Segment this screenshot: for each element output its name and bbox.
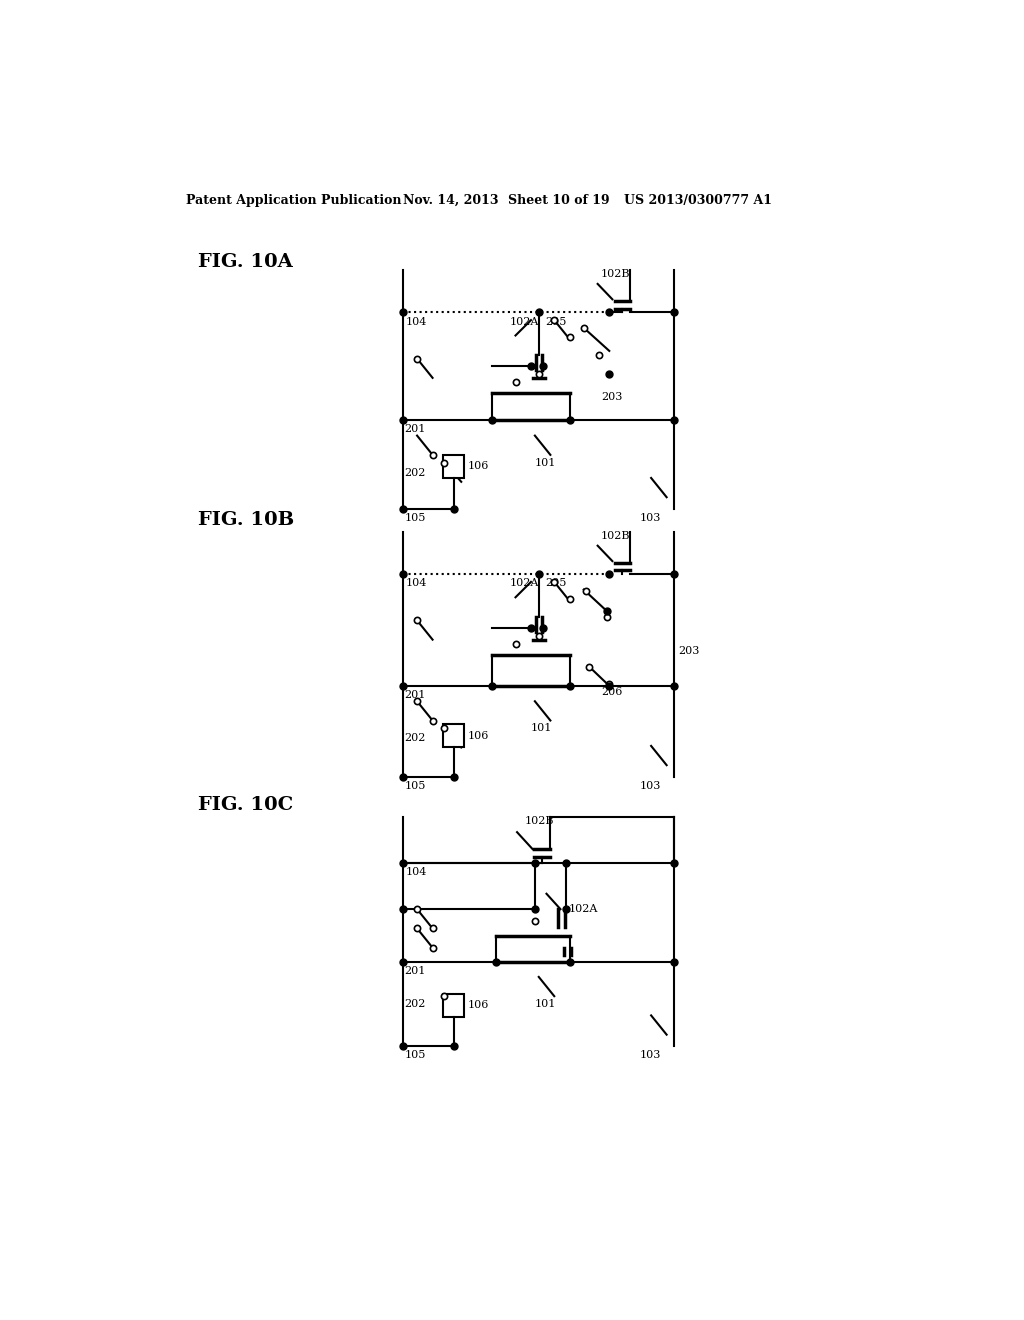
- Text: 106: 106: [467, 731, 488, 741]
- Text: 105: 105: [404, 1051, 426, 1060]
- Text: 201: 201: [404, 425, 426, 434]
- Text: 201: 201: [404, 966, 426, 975]
- Text: 102A: 102A: [509, 317, 539, 326]
- Text: 203: 203: [678, 647, 699, 656]
- Text: 103: 103: [640, 513, 660, 523]
- Text: 102B: 102B: [601, 531, 630, 541]
- Text: 104: 104: [406, 578, 427, 589]
- Text: 102B: 102B: [601, 269, 630, 279]
- Text: 102A: 102A: [509, 578, 539, 589]
- Text: 106: 106: [467, 462, 488, 471]
- Text: Nov. 14, 2013: Nov. 14, 2013: [403, 194, 499, 207]
- Text: 101: 101: [535, 458, 556, 467]
- Text: Sheet 10 of 19: Sheet 10 of 19: [508, 194, 609, 207]
- Text: 102B: 102B: [524, 816, 554, 825]
- Bar: [442, 725, 464, 747]
- Text: FIG. 10A: FIG. 10A: [198, 253, 293, 272]
- Text: 101: 101: [535, 999, 556, 1008]
- Text: 104: 104: [406, 317, 427, 326]
- Text: 205: 205: [545, 317, 566, 326]
- Text: 104: 104: [406, 867, 427, 878]
- Text: 202: 202: [404, 999, 426, 1008]
- Text: 202: 202: [404, 733, 426, 743]
- Text: 105: 105: [404, 513, 426, 523]
- Text: 106: 106: [467, 1001, 488, 1010]
- Bar: [442, 455, 464, 478]
- Text: FIG. 10B: FIG. 10B: [198, 511, 294, 529]
- Text: 102A: 102A: [568, 904, 598, 915]
- Text: 101: 101: [531, 723, 552, 733]
- Text: US 2013/0300777 A1: US 2013/0300777 A1: [624, 194, 772, 207]
- Text: FIG. 10C: FIG. 10C: [198, 796, 293, 814]
- Bar: [442, 994, 464, 1016]
- Text: Patent Application Publication: Patent Application Publication: [186, 194, 401, 207]
- Text: 103: 103: [640, 1051, 660, 1060]
- Text: 203: 203: [601, 392, 623, 403]
- Text: 202: 202: [404, 467, 426, 478]
- Text: 201: 201: [404, 690, 426, 700]
- Text: 206: 206: [601, 686, 623, 697]
- Text: 103: 103: [640, 781, 660, 791]
- Text: 105: 105: [404, 781, 426, 791]
- Text: 205: 205: [545, 578, 566, 589]
